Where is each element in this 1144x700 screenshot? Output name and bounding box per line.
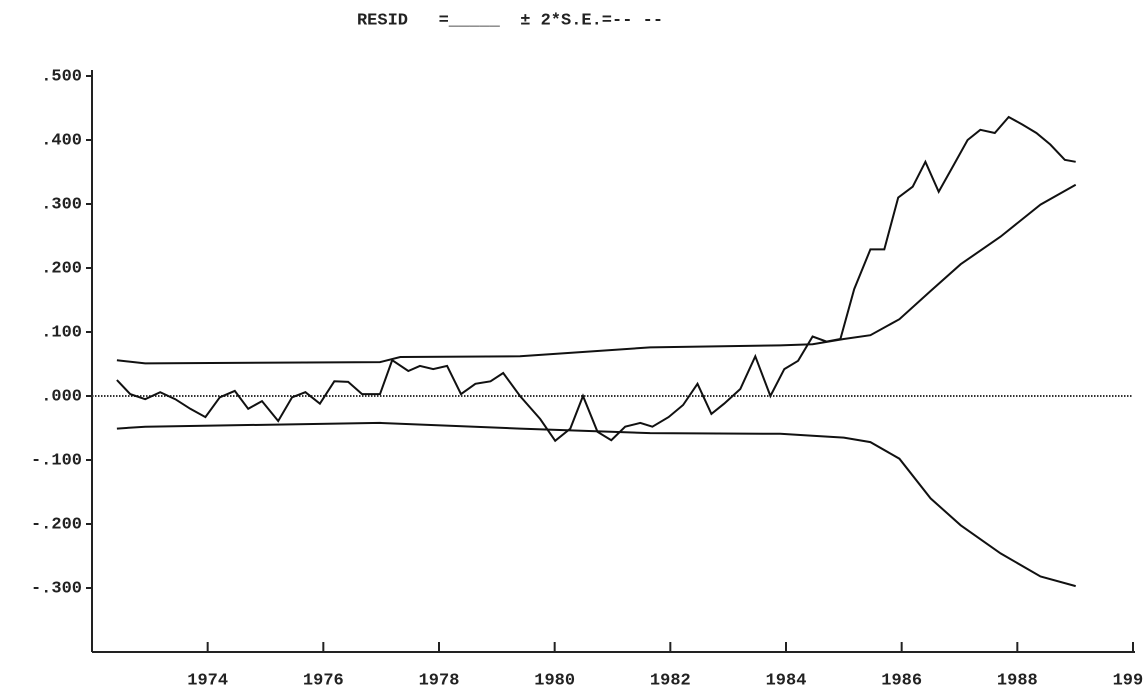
series-line <box>116 183 1077 365</box>
y-tick-label: .200 <box>41 259 82 278</box>
y-tick-label: -.200 <box>31 515 82 534</box>
y-tick-label: -.100 <box>31 451 82 470</box>
y-tick-label: .500 <box>41 67 82 86</box>
y-tick-label: .300 <box>41 195 82 214</box>
x-tick-label: 1980 <box>534 671 575 690</box>
x-tick-label: 1990 <box>1113 671 1144 690</box>
y-tick-label: .100 <box>41 323 82 342</box>
chart-title: RESID =_____ ± 2*S.E.=-- -- <box>357 11 663 30</box>
y-tick-label: -.300 <box>31 579 82 598</box>
series-line <box>116 115 1076 443</box>
x-tick-label: 1974 <box>187 671 228 690</box>
x-tick-label: 1984 <box>766 671 807 690</box>
x-tick-label: 1982 <box>650 671 691 690</box>
y-tick-label: .400 <box>41 131 82 150</box>
x-tick-label: 1988 <box>997 671 1038 690</box>
x-tick-label: 1976 <box>303 671 344 690</box>
y-tick-label: .000 <box>41 387 82 406</box>
x-tick-label: 1986 <box>881 671 922 690</box>
x-tick-label: 1978 <box>419 671 460 690</box>
series-line <box>116 421 1076 588</box>
